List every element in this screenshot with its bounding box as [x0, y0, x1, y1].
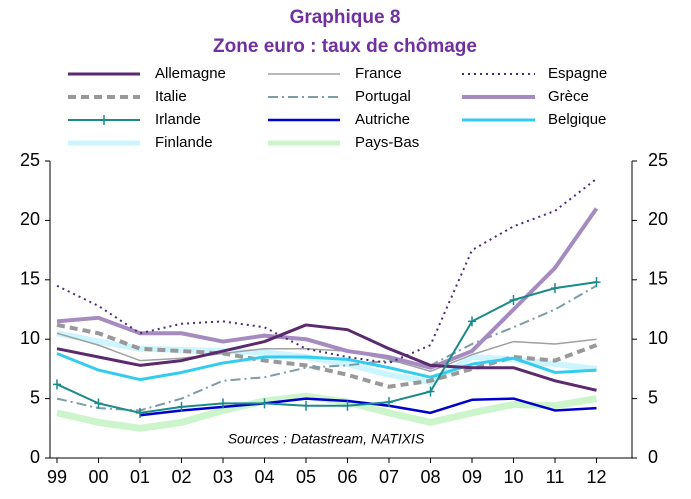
x-tick-label: 00 [88, 467, 108, 487]
legend-label: Allemagne [155, 65, 226, 82]
legend-item: Portugal [268, 88, 411, 105]
marker [509, 294, 518, 305]
legend-item: Italie [68, 88, 187, 105]
legend-item: Finlande [68, 134, 213, 151]
chart-subtitle: Zone euro : taux de chômage [213, 36, 477, 57]
x-tick-label: 07 [379, 467, 399, 487]
marker [343, 400, 352, 411]
y-tick-label: 25 [20, 150, 40, 170]
marker [94, 398, 103, 409]
x-tick-label: 03 [213, 467, 233, 487]
marker [592, 277, 601, 288]
legend-label: Grèce [548, 88, 589, 105]
x-tick-label: 06 [337, 467, 357, 487]
chart-title: Graphique 8 [290, 7, 401, 28]
legend-item: Pays-Bas [268, 134, 419, 151]
marker [468, 316, 476, 327]
x-tick-label: 04 [254, 467, 274, 487]
series-line [56, 284, 597, 412]
x-tick-label: 99 [47, 467, 67, 487]
x-tick-label: 05 [296, 467, 316, 487]
legend-label: Autriche [355, 111, 410, 128]
x-tick-label: 09 [462, 467, 482, 487]
legend-label: France [355, 65, 402, 82]
y2-tick-label: 25 [648, 150, 668, 170]
x-tick-label: 11 [546, 467, 565, 487]
x-tick-label: 08 [420, 467, 440, 487]
marker [551, 283, 559, 294]
legend-item: Irlande [68, 111, 201, 128]
legend-item: Allemagne [68, 65, 226, 82]
legend-label: Italie [155, 88, 187, 105]
y2-tick-label: 20 [648, 209, 668, 229]
marker [385, 397, 393, 408]
marker [53, 379, 61, 390]
source-note: Sources : Datastream, NATIXIS [228, 431, 425, 447]
marker [100, 115, 108, 125]
y2-tick-label: 5 [648, 387, 658, 407]
y-tick-label: 10 [20, 328, 40, 348]
legend-label: Espagne [548, 65, 607, 82]
marker [219, 398, 227, 409]
marker [136, 407, 144, 418]
legend-label: Pays-Bas [355, 134, 419, 151]
marker [426, 386, 435, 397]
x-tick-label: 10 [503, 467, 523, 487]
series-line [56, 281, 597, 414]
legend-label: Portugal [355, 88, 411, 105]
y-tick-label: 5 [30, 387, 40, 407]
series-line [56, 323, 597, 392]
y-tick-label: 20 [20, 209, 40, 229]
legend-item: Belgique [462, 111, 606, 128]
x-tick-label: 02 [171, 467, 191, 487]
marker [302, 400, 310, 411]
x-tick-label: 12 [586, 467, 606, 487]
y2-tick-label: 10 [648, 328, 668, 348]
series-line [56, 178, 598, 364]
marker [260, 398, 269, 409]
marker [177, 401, 186, 412]
series-line [56, 332, 597, 373]
y2-tick-label: 0 [648, 447, 658, 467]
legend-item: Autriche [268, 111, 410, 128]
y2-tick-label: 15 [648, 269, 668, 289]
y-tick-label: 15 [20, 269, 40, 289]
legend-item: Grèce [462, 88, 589, 105]
legend-item: France [268, 65, 402, 82]
x-tick-label: 01 [130, 467, 150, 487]
y-tick-label: 0 [30, 447, 40, 467]
legend-label: Belgique [548, 111, 606, 128]
legend-item: Espagne [462, 65, 607, 82]
series-line [56, 207, 599, 370]
legend-label: Finlande [155, 134, 213, 151]
series-line [56, 352, 597, 382]
legend-label: Irlande [155, 111, 201, 128]
